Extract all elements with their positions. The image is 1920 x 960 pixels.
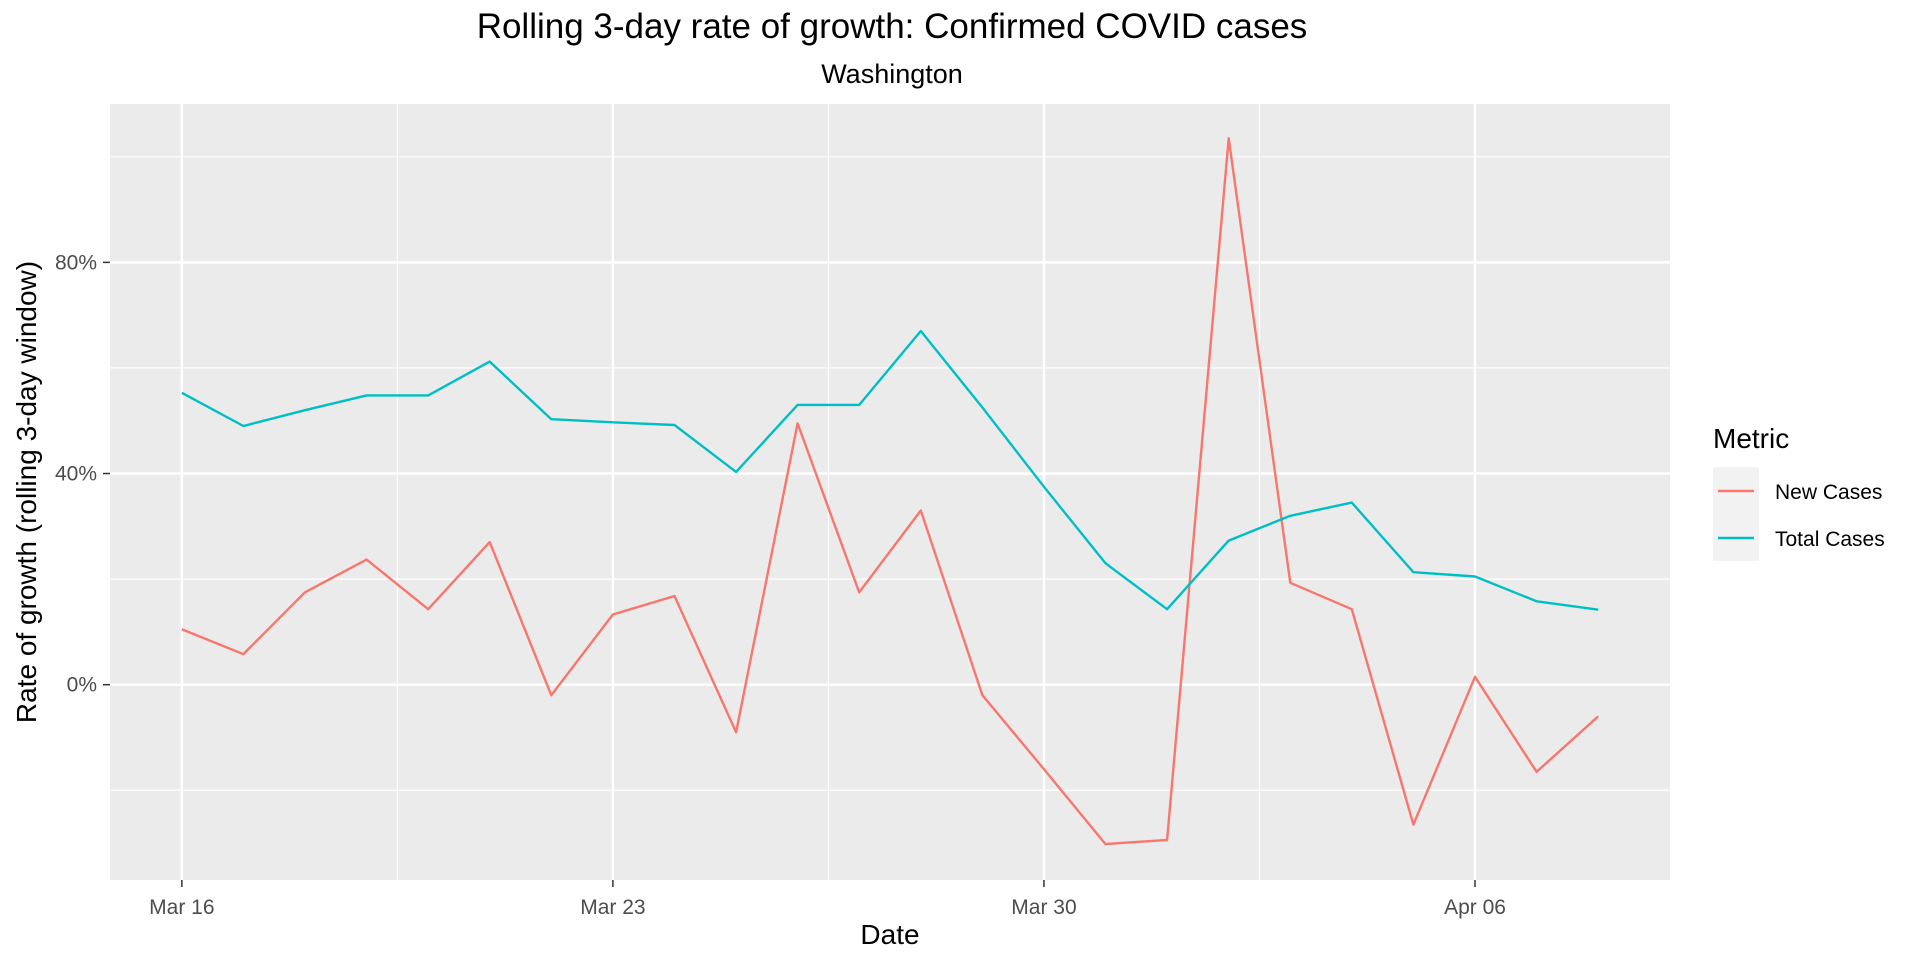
y-tick-label: 0% [67, 674, 97, 697]
series-line-total-cases [181, 329, 1599, 611]
y-axis-title: Rate of growth (rolling 3-day window) [11, 261, 42, 723]
x-tick-label: Mar 23 [580, 896, 645, 919]
chart-title: Rolling 3-day rate of growth: Confirmed … [477, 7, 1308, 46]
x-tick-label: Mar 16 [149, 896, 214, 919]
y-tick-label: 80% [55, 251, 97, 274]
legend-label-total-cases: Total Cases [1775, 528, 1885, 551]
x-tick-label: Apr 06 [1444, 896, 1506, 919]
y-axis-ticks: 0% 40% 80% [55, 251, 110, 697]
series-line-new-cases [181, 137, 1600, 846]
legend-label-new-cases: New Cases [1775, 481, 1882, 504]
legend-key-background [1713, 467, 1759, 561]
series-lines [181, 137, 1600, 846]
x-axis-ticks: Mar 16 Mar 23 Mar 30 Apr 06 [149, 880, 1506, 919]
plot-panel [110, 104, 1670, 880]
major-gridlines [110, 104, 1670, 880]
x-axis-title: Date [860, 919, 919, 950]
legend-title: Metric [1713, 423, 1789, 454]
legend: Metric New Cases Total Cases [1713, 423, 1885, 561]
x-tick-label: Mar 30 [1011, 896, 1076, 919]
y-tick-label: 40% [55, 463, 97, 486]
chart-subtitle: Washington [821, 59, 963, 89]
